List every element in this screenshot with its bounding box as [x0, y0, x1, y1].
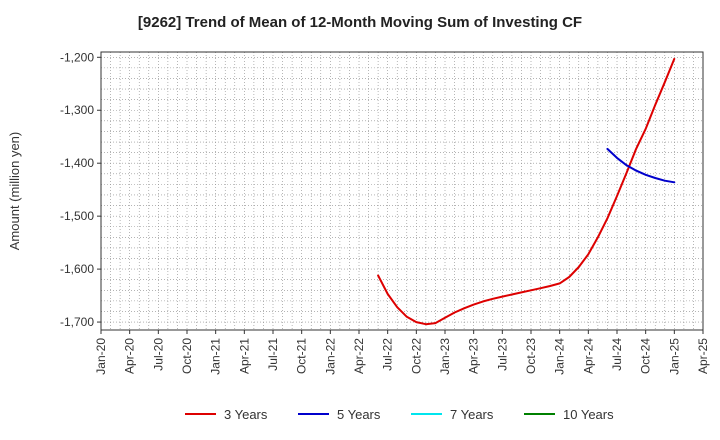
- x-tick-label: Jan-22: [323, 338, 337, 375]
- series-line-3-years: [377, 57, 676, 326]
- legend: 3 Years 5 Years 7 Years 10 Years: [185, 407, 614, 422]
- x-tick-label: Jul-22: [381, 338, 395, 371]
- y-tick-label: -1,200: [60, 50, 94, 64]
- x-tick-label: Oct-23: [524, 338, 538, 374]
- x-tick-label: Apr-24: [581, 338, 595, 374]
- x-tick-label: Oct-21: [295, 338, 309, 374]
- chart-title: [9262] Trend of Mean of 12-Month Moving …: [137, 14, 583, 31]
- x-tick-label: Jan-20: [94, 338, 108, 375]
- series-lines: [377, 57, 676, 326]
- x-tick-label: Apr-23: [467, 338, 481, 374]
- x-axis: Jan-20 Apr-20 Jul-20 Oct-20 Jan-21 Apr-21 Jul-…: [94, 330, 710, 375]
- y-axis: -1,200 -1,300 -1,400 -1,500 -1,600 -1,700: [60, 50, 101, 329]
- y-axis-title: Amount (million yen): [7, 132, 22, 251]
- x-tick-label: Oct-24: [639, 338, 653, 374]
- y-tick-label: -1,300: [60, 103, 94, 117]
- x-tick-label: Oct-22: [409, 338, 423, 374]
- x-tick-label: Apr-22: [352, 338, 366, 374]
- x-tick-label: Apr-21: [237, 338, 251, 374]
- legend-label-3-years: 3 Years: [224, 407, 268, 422]
- x-tick-label: Jan-21: [209, 338, 223, 375]
- legend-label-7-years: 7 Years: [450, 407, 494, 422]
- x-tick-label: Oct-20: [180, 338, 194, 374]
- y-tick-label: -1,700: [60, 315, 94, 329]
- x-tick-label: Jan-23: [438, 338, 452, 375]
- x-tick-label: Apr-25: [696, 338, 710, 374]
- plot-frame: [100, 51, 704, 331]
- legend-label-5-years: 5 Years: [337, 407, 381, 422]
- x-tick-label: Apr-20: [123, 338, 137, 374]
- x-tick-label: Jul-23: [495, 338, 509, 371]
- series-line-5-years: [606, 147, 676, 184]
- legend-label-10-years: 10 Years: [563, 407, 614, 422]
- x-tick-label: Jul-21: [266, 338, 280, 371]
- grid: [100, 52, 704, 330]
- y-tick-label: -1,500: [60, 209, 94, 223]
- x-tick-label: Jan-25: [667, 338, 681, 375]
- y-tick-label: -1,400: [60, 156, 94, 170]
- x-tick-label: Jul-20: [151, 338, 165, 371]
- y-tick-label: -1,600: [60, 262, 94, 276]
- x-tick-label: Jul-24: [610, 338, 624, 371]
- x-tick-label: Jan-24: [553, 338, 567, 375]
